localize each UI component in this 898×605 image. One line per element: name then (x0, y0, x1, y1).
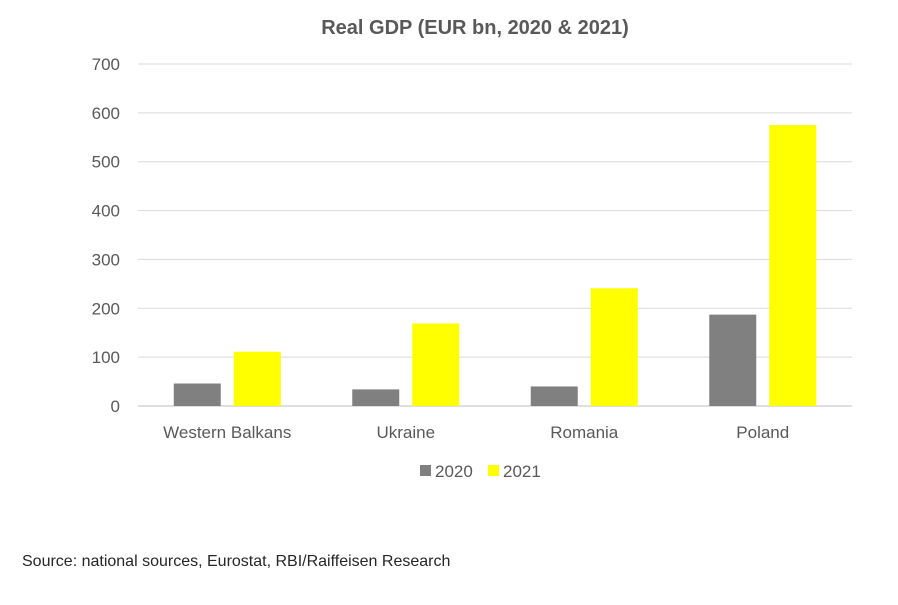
x-axis-tick-labels: Western Balkans Ukraine Romania Poland (163, 423, 789, 442)
y-axis-tick-labels: 0 100 200 300 400 500 600 700 (92, 55, 120, 416)
legend-swatch-2020 (420, 465, 431, 476)
bar-2021-poland (769, 125, 817, 407)
bar-2020-romania (530, 386, 578, 406)
x-tick-label: Western Balkans (163, 423, 291, 442)
bar-2021-ukraine (412, 323, 460, 406)
y-tick-label: 400 (92, 202, 120, 221)
bar-2020-western-balkans (173, 383, 221, 406)
bar-2021-western-balkans (233, 351, 281, 406)
y-tick-label: 200 (92, 299, 120, 318)
bars (173, 125, 817, 407)
legend: 2020 2021 (420, 462, 541, 481)
source-note: Source: national sources, Eurostat, RBI/… (22, 553, 451, 570)
bar-2020-ukraine (352, 389, 400, 406)
y-tick-label: 700 (92, 55, 120, 74)
chart-title: Real GDP (EUR bn, 2020 & 2021) (321, 17, 629, 39)
legend-label-2020: 2020 (435, 462, 473, 481)
y-tick-label: 100 (92, 348, 120, 367)
bar-2020-poland (709, 314, 757, 406)
x-tick-label: Poland (736, 423, 789, 442)
y-tick-label: 0 (111, 397, 120, 416)
y-tick-label: 300 (92, 250, 120, 269)
legend-swatch-2021 (488, 465, 499, 476)
legend-label-2021: 2021 (503, 462, 541, 481)
y-tick-label: 600 (92, 104, 120, 123)
bar-2021-romania (590, 288, 638, 406)
y-tick-label: 500 (92, 153, 120, 172)
x-tick-label: Romania (550, 423, 619, 442)
x-tick-label: Ukraine (376, 423, 435, 442)
